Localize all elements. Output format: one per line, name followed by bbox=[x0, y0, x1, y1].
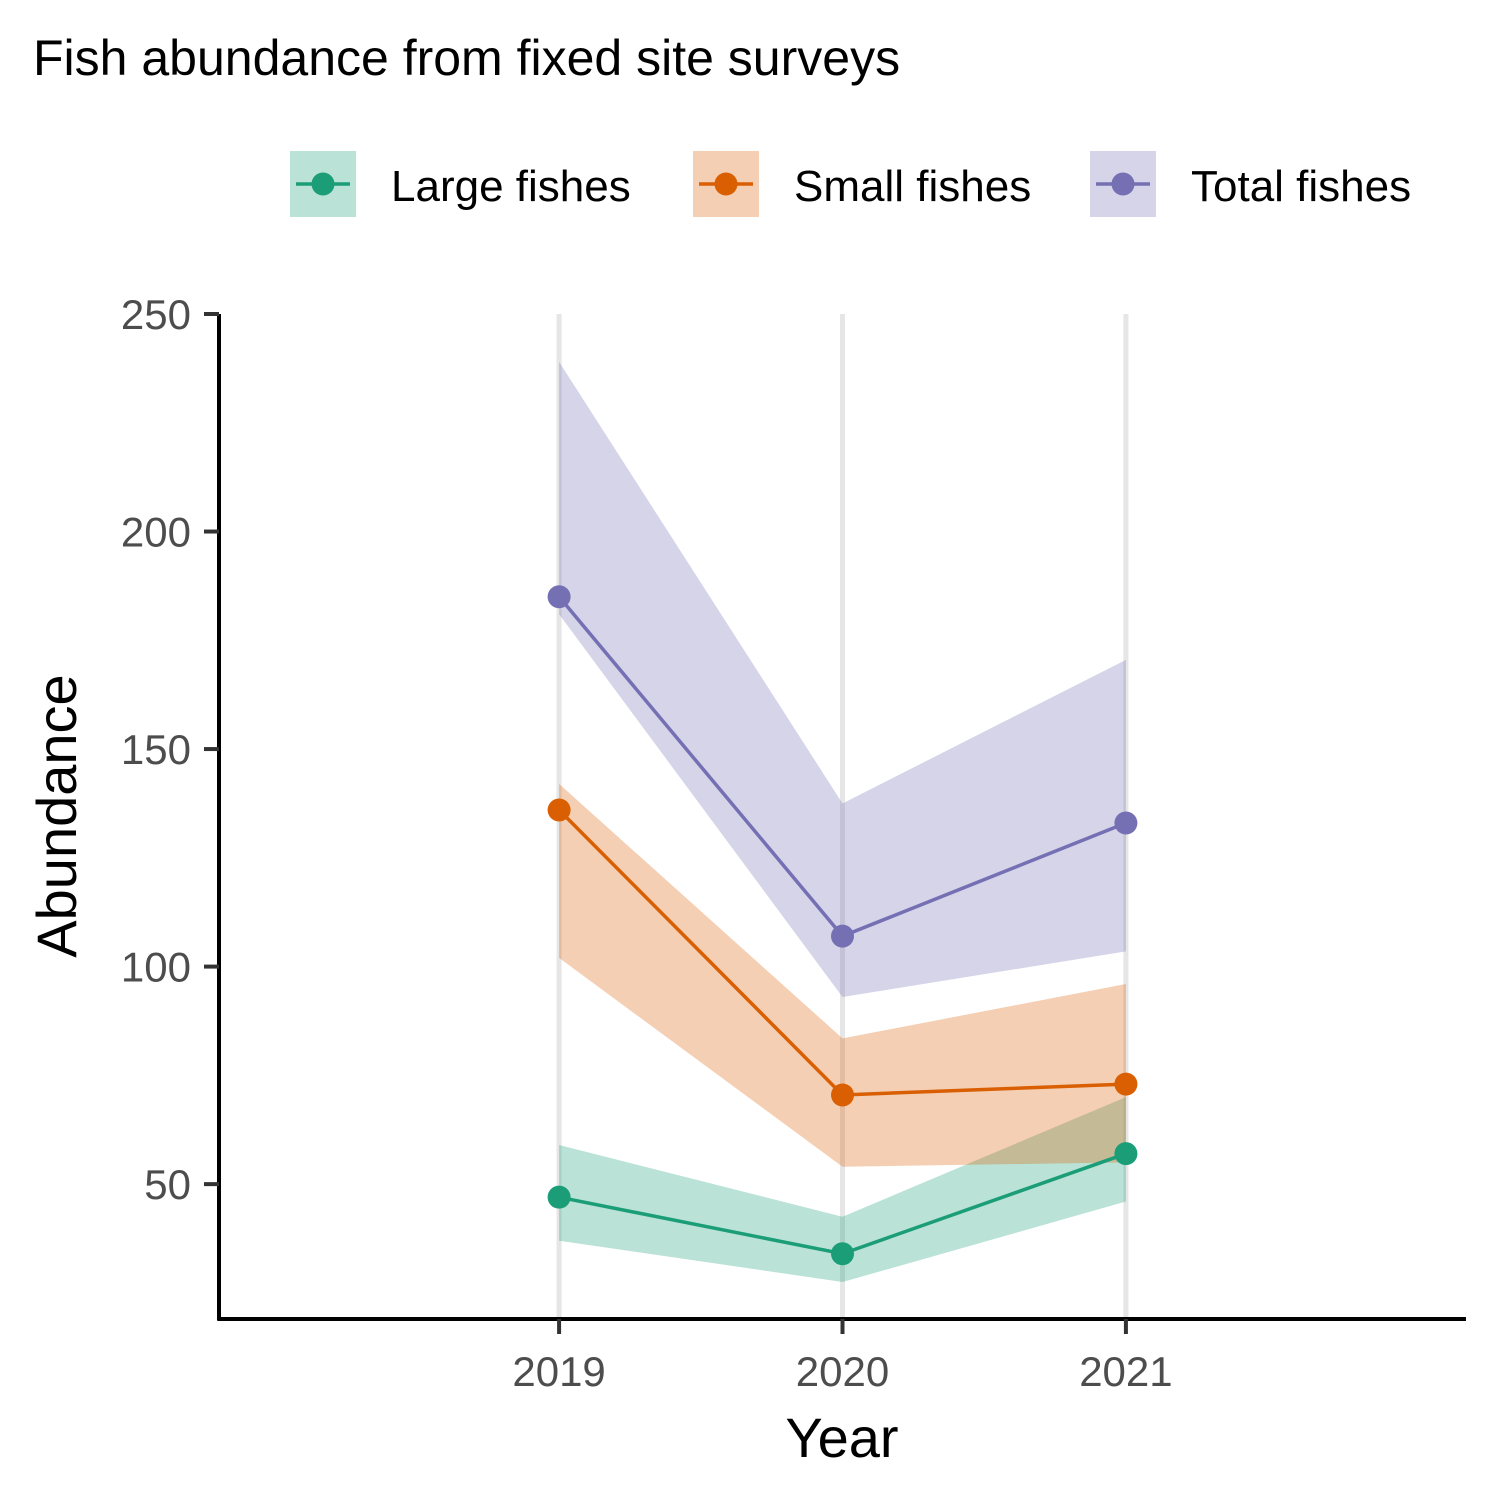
y-tick-label-250: 250 bbox=[121, 291, 191, 338]
legend-label-1: Small fishes bbox=[794, 162, 1031, 211]
data-point-1-2 bbox=[1114, 1072, 1138, 1096]
data-point-1-0 bbox=[547, 798, 571, 822]
ribbon-0 bbox=[559, 1097, 1126, 1283]
data-point-0-0 bbox=[547, 1185, 571, 1209]
y-axis-title: Abundance bbox=[25, 674, 88, 957]
chart-title: Fish abundance from fixed site surveys bbox=[33, 30, 900, 86]
legend-key-point-1 bbox=[714, 172, 738, 196]
legend: Large fishes Small fishes Total fishes bbox=[290, 151, 1411, 217]
data-point-0-1 bbox=[831, 1242, 854, 1266]
data-point-0-2 bbox=[1114, 1142, 1138, 1166]
legend-key-point-0 bbox=[311, 172, 335, 196]
x-axis-title: Year bbox=[785, 1406, 898, 1469]
data-point-1-1 bbox=[831, 1083, 854, 1107]
legend-label-2: Total fishes bbox=[1191, 162, 1411, 211]
y-tick-label-50: 50 bbox=[144, 1161, 191, 1208]
y-tick-label-200: 200 bbox=[121, 509, 191, 556]
data-point-2-1 bbox=[831, 924, 854, 948]
series-points bbox=[547, 585, 1138, 1266]
data-point-2-0 bbox=[547, 585, 571, 609]
axes: 50 100 150 200 250 2019 2020 2021 bbox=[121, 291, 1466, 1395]
ribbon-1 bbox=[559, 783, 1126, 1167]
legend-label-0: Large fishes bbox=[391, 162, 631, 211]
x-tick-label-2020: 2020 bbox=[796, 1348, 889, 1395]
ribbon-2 bbox=[559, 361, 1126, 998]
ribbons bbox=[559, 361, 1126, 1283]
x-tick-label-2021: 2021 bbox=[1079, 1348, 1172, 1395]
legend-key-point-2 bbox=[1111, 172, 1135, 196]
y-tick-label-150: 150 bbox=[121, 726, 191, 773]
y-tick-label-100: 100 bbox=[121, 944, 191, 991]
x-tick-label-2019: 2019 bbox=[512, 1348, 605, 1395]
data-point-2-2 bbox=[1114, 811, 1138, 835]
